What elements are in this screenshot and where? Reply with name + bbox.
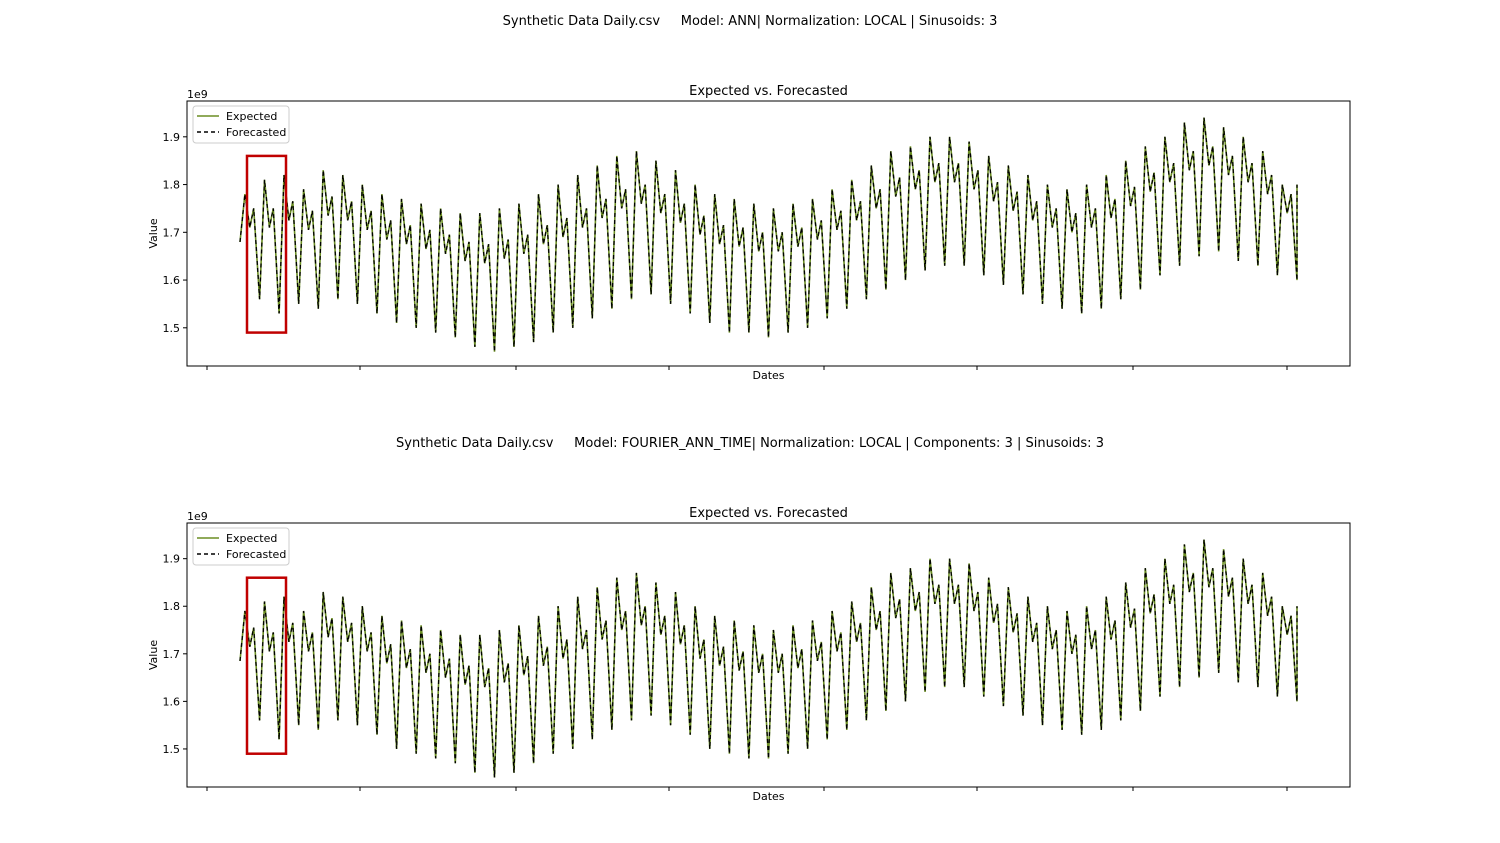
axes-title-2: Expected vs. Forecasted	[689, 506, 848, 521]
y-axis-label-2: Value	[147, 640, 160, 670]
y-tick-label-1-1: 1.5	[163, 322, 181, 335]
series-forecasted-line-2	[239, 539, 1298, 778]
y-axis-label-1: Value	[147, 218, 160, 248]
y-tick-label-1-4: 1.8	[163, 179, 181, 192]
highlight-box-2	[245, 576, 288, 755]
legend-label-expected-2: Expected	[226, 532, 277, 545]
legend-label-forecasted-1: Forecasted	[226, 126, 286, 139]
x-axis-label-1: Dates	[752, 369, 784, 382]
axes-frame-1	[186, 100, 1351, 367]
series-expected-line-1	[239, 117, 1298, 352]
y-tick-label-1-2: 1.6	[163, 274, 181, 287]
highlight-box-1	[245, 154, 288, 334]
y-tick-label-2-5: 1.9	[163, 553, 181, 566]
y-tick-label-2-2: 1.6	[163, 695, 181, 708]
axes-frame-2	[186, 522, 1351, 788]
legend-label-forecasted-2: Forecasted	[226, 548, 286, 561]
y-tick-label-2-1: 1.5	[163, 743, 181, 756]
figure-title-1: Synthetic Data Daily.csv Model: ANN| Nor…	[502, 14, 998, 29]
legend-label-expected-1: Expected	[226, 110, 277, 123]
y-tick-label-2-3: 1.7	[163, 648, 181, 661]
y-offset-label-1: 1e9	[187, 88, 208, 101]
series-forecasted-line-1	[239, 117, 1298, 352]
x-axis-label-2: Dates	[752, 790, 784, 803]
figure-title-2: Synthetic Data Daily.csv Model: FOURIER_…	[396, 436, 1104, 451]
y-tick-label-2-4: 1.8	[163, 600, 181, 613]
y-tick-label-1-3: 1.7	[163, 226, 181, 239]
axes-title-1: Expected vs. Forecasted	[689, 84, 848, 99]
y-offset-label-2: 1e9	[187, 510, 208, 523]
y-tick-label-1-5: 1.9	[163, 131, 181, 144]
